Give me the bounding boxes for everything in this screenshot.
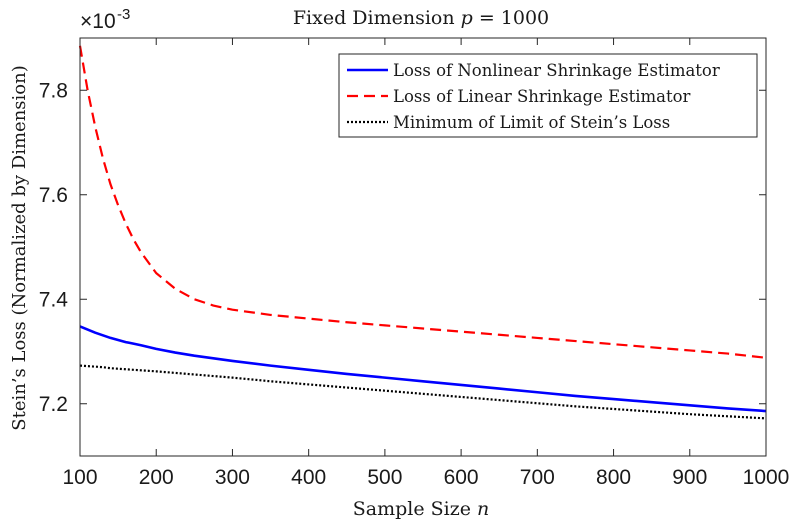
y-tick-label: 7.2 [39, 393, 68, 416]
x-tick-label: 700 [520, 466, 555, 489]
y-axis-label: Stein’s Loss (Normalized by Dimension) [9, 65, 30, 431]
x-tick-label: 1000 [743, 466, 790, 489]
x-tick-label: 800 [596, 466, 631, 489]
x-tick-label: 200 [139, 466, 174, 489]
y-tick-label: 7.8 [39, 79, 68, 102]
x-axis-label-variable: n [477, 498, 489, 520]
x-tick-label: 900 [672, 466, 707, 489]
legend-entry-label: Loss of Linear Shrinkage Estimator [393, 87, 691, 106]
legend: Loss of Nonlinear Shrinkage Estimator Los… [338, 53, 758, 138]
chart-title: Fixed Dimension p = 1000 [293, 7, 549, 29]
y-exponent-base: ×10 [80, 10, 116, 33]
axes-box [79, 37, 767, 457]
legend-entry-label: Minimum of Limit of Stein’s Loss [393, 113, 670, 132]
series-line-1 [79, 325, 767, 413]
y-exponent-power: -3 [117, 6, 130, 23]
x-axis-label: Sample Size n [353, 498, 490, 520]
y-tick-label: 7.4 [39, 288, 69, 311]
y-tick-label: 7.6 [39, 184, 68, 207]
x-tick-label: 400 [291, 466, 326, 489]
x-tick-label: 500 [367, 466, 402, 489]
legend-entry-label: Loss of Nonlinear Shrinkage Estimator [393, 61, 720, 80]
x-tick-label: 300 [215, 466, 250, 489]
chart-title-variable: p [461, 7, 473, 29]
legend-box [338, 53, 758, 138]
axes: 100 200 300 400 500 600 700 800 900 1000 7.2 7.4 7.6… [39, 37, 790, 489]
plot-area [78, 45, 767, 420]
series-line-3 [79, 364, 767, 420]
chart-title-value: = 1000 [473, 7, 549, 29]
x-axis-label-text: Sample Size [353, 498, 477, 520]
x-tick-label: 600 [444, 466, 479, 489]
chart-title-text: Fixed Dimension [293, 7, 461, 29]
series-line-2 [78, 45, 767, 359]
x-tick-label: 100 [62, 466, 97, 489]
y-axis-exponent: ×10 -3 [80, 6, 130, 33]
